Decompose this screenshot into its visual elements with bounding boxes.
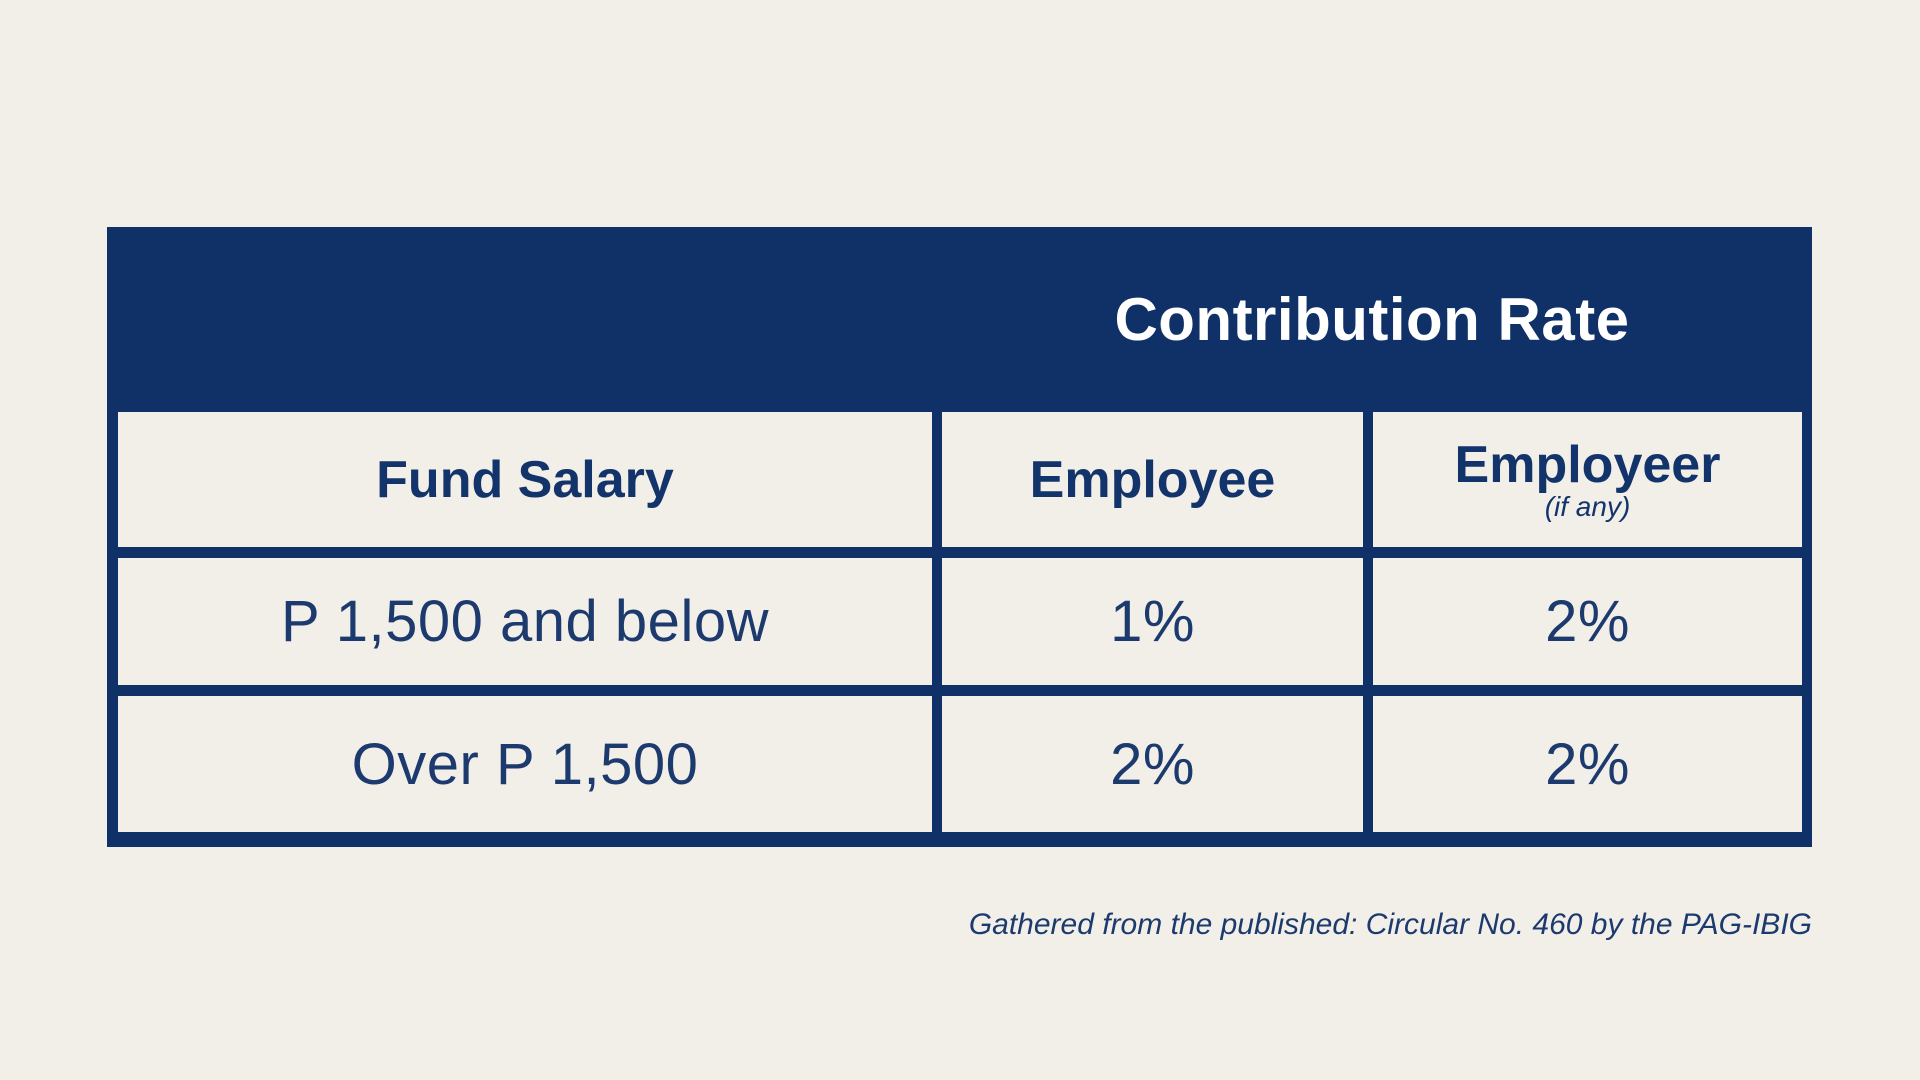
cell-row2-fund-salary: Over P 1,500: [118, 696, 932, 832]
cell-row1-fund-salary: P 1,500 and below: [118, 558, 932, 685]
column-header-fund-salary: Fund Salary: [118, 412, 932, 547]
table-banner: Contribution Rate: [107, 227, 1812, 412]
table-grid: Fund Salary Employee Employeer (if any) …: [107, 412, 1812, 847]
banner-title: Contribution Rate: [1114, 286, 1630, 353]
source-caption: Gathered from the published: Circular No…: [968, 908, 1812, 941]
cell-row2-employee-rate: 2%: [942, 696, 1363, 832]
column-header-employer-sublabel: (if any): [1544, 490, 1631, 522]
contribution-rate-table: Contribution Rate Fund Salary Employee E…: [107, 227, 1812, 847]
cell-row1-employer-rate: 2%: [1373, 558, 1802, 685]
column-header-employee: Employee: [942, 412, 1363, 547]
column-header-employer: Employeer (if any): [1373, 412, 1802, 547]
cell-row1-employee-rate: 1%: [942, 558, 1363, 685]
cell-row2-employer-rate: 2%: [1373, 696, 1802, 832]
column-header-employer-label: Employeer: [1454, 435, 1721, 494]
